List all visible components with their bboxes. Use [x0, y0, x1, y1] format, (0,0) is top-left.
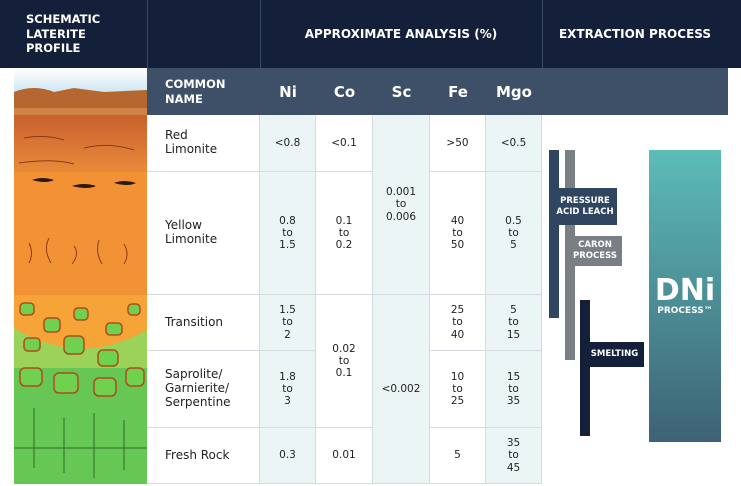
- column-header-row: [147, 68, 728, 115]
- value-cell: 10 to 25: [430, 351, 486, 428]
- smelting-label: SMELTING: [585, 342, 644, 367]
- caron-label: CARON PROCESS: [568, 236, 622, 266]
- divider: [542, 0, 543, 68]
- value-cell: 0.02 to 0.1: [316, 295, 373, 428]
- column-header: Mgo: [496, 82, 532, 101]
- value-cell: 15 to 35: [486, 351, 542, 428]
- row-name: Yellow Limonite: [147, 172, 260, 295]
- value-cell: 0.001 to 0.006: [373, 115, 430, 295]
- value-cell: 0.3: [260, 428, 316, 484]
- value-cell: 0.8 to 1.5: [260, 172, 316, 295]
- value-cell: >50: [430, 115, 486, 172]
- value-cell: <0.8: [260, 115, 316, 172]
- value-cell: 0.1 to 0.2: [316, 172, 373, 295]
- value-cell: <0.1: [316, 115, 373, 172]
- pal-label: PRESSURE ACID LEACH: [553, 188, 617, 225]
- row-name: Red Limonite: [147, 115, 260, 172]
- pal-bar: [549, 150, 559, 318]
- value-cell: <0.002: [373, 295, 430, 484]
- column-header: Co: [333, 82, 356, 101]
- divider: [260, 0, 261, 68]
- value-cell: 40 to 50: [430, 172, 486, 295]
- smelting-bar: [580, 300, 590, 436]
- value-cell: 0.01: [316, 428, 373, 484]
- row-name: Saprolite/ Garnierite/ Serpentine: [147, 351, 260, 428]
- value-cell: 0.5 to 5: [486, 172, 542, 295]
- top-header: [0, 0, 741, 68]
- laterite-profile: [14, 68, 147, 484]
- column-header: Fe: [448, 82, 468, 101]
- value-cell: 1.8 to 3: [260, 351, 316, 428]
- dni-label: DNi: [654, 273, 716, 308]
- dni-sub: PROCESS™: [657, 306, 713, 316]
- process-row-line: [542, 483, 728, 484]
- value-cell: 25 to 40: [430, 295, 486, 351]
- column-header: Ni: [279, 82, 297, 101]
- process-title: EXTRACTION PROCESS: [558, 27, 712, 41]
- value-cell: 35 to 45: [486, 428, 542, 484]
- row-name: Fresh Rock: [147, 428, 260, 484]
- value-cell: <0.5: [486, 115, 542, 172]
- column-header: Sc: [391, 82, 412, 101]
- value-cell: 5 to 15: [486, 295, 542, 351]
- dni-box: DNi PROCESS™: [649, 150, 721, 442]
- analysis-title: APPROXIMATE ANALYSIS (%): [304, 27, 498, 41]
- divider: [147, 0, 148, 68]
- value-cell: 5: [430, 428, 486, 484]
- row-name: Transition: [147, 295, 260, 351]
- column-header: COMMON NAME: [165, 77, 226, 106]
- profile-title: SCHEMATIC LATERITE PROFILE: [26, 11, 101, 56]
- value-cell: 1.5 to 2: [260, 295, 316, 351]
